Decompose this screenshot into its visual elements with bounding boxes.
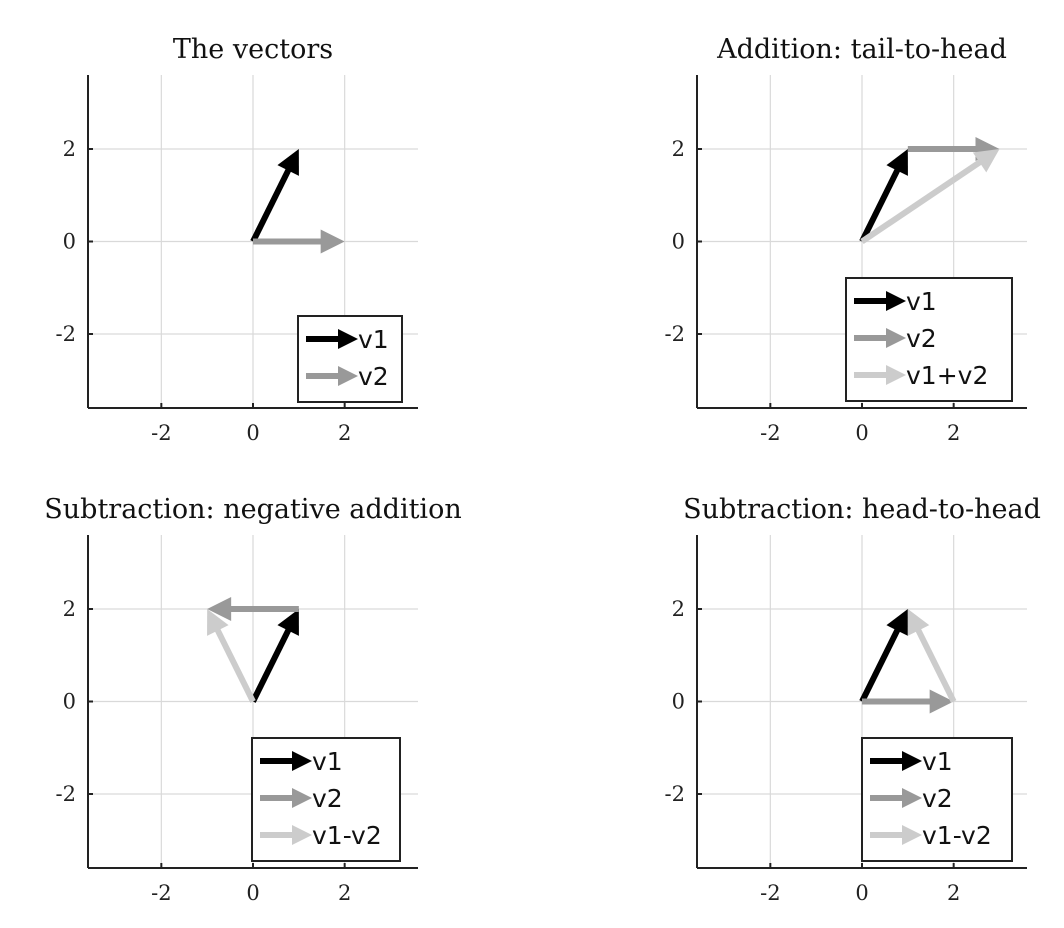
y-tick-label: 0: [63, 230, 76, 254]
arrow-head: [902, 825, 922, 845]
legend-label: v2: [312, 784, 343, 813]
x-tick-label: -2: [760, 881, 780, 905]
arrow-head: [338, 329, 358, 349]
legend-label: v1: [358, 325, 389, 354]
arrow-head: [320, 229, 345, 254]
arrow-head: [338, 366, 358, 386]
vector-v1+v2: [860, 149, 1000, 244]
chart-panel-4: Subtraction: head-to-head -2 0 2 -2 0 2 v1 v2 v1-…: [665, 494, 1041, 905]
legend-label: v1-v2: [312, 821, 382, 850]
x-tick-label: 2: [947, 421, 960, 445]
arrow-head: [886, 291, 906, 311]
arrow-head: [886, 609, 908, 636]
legend-arrow-v1-v2: [870, 825, 922, 845]
legend-arrow-v2: [306, 366, 358, 386]
chart-title: Subtraction: head-to-head: [683, 494, 1041, 525]
legend-arrow-v1: [260, 751, 312, 771]
y-tick-label: -2: [665, 322, 685, 346]
arrow-head: [292, 751, 312, 771]
legend-arrow-v1+v2: [854, 365, 906, 385]
x-tick-label: 0: [855, 421, 868, 445]
arrow-head: [207, 609, 229, 636]
chart-title: Subtraction: negative addition: [44, 494, 461, 525]
arrow-head: [886, 365, 906, 385]
legend-arrow-v2: [854, 328, 906, 348]
vector-v1: [250, 149, 299, 243]
legend-arrow-v2: [260, 788, 312, 808]
legend-label: v1: [922, 747, 953, 776]
arrow-shaft: [250, 627, 292, 703]
arrow-head: [972, 149, 1000, 173]
y-tick-label: -2: [56, 322, 76, 346]
x-tick-label: 0: [246, 421, 259, 445]
legend: v1 v2 v1-v2: [861, 737, 1013, 862]
x-tick-label: 0: [246, 881, 259, 905]
legend-label: v1+v2: [906, 361, 988, 390]
chart-title: The vectors: [173, 34, 333, 65]
y-tick-label: 0: [672, 230, 685, 254]
vector-v2: [862, 689, 954, 714]
arrow-head: [902, 751, 922, 771]
arrow-shaft: [914, 627, 957, 703]
vector-v1-v2: [207, 609, 256, 703]
chart-panel-3: Subtraction: negative addition -2 0 2 -2 0 2 v1…: [44, 494, 461, 905]
legend-arrow-v2: [870, 788, 922, 808]
vector-v1: [859, 609, 908, 703]
vector-v1: [250, 609, 299, 703]
legend: v1 v2 v1+v2: [845, 277, 1013, 402]
y-tick-label: 0: [672, 690, 685, 714]
arrow-head: [886, 328, 906, 348]
arrow-head: [277, 149, 299, 176]
x-tick-label: 2: [947, 881, 960, 905]
arrow-shaft: [859, 167, 901, 243]
y-tick-label: 2: [672, 137, 685, 161]
x-tick-label: -2: [151, 881, 171, 905]
vector-v1-v2: [907, 609, 957, 703]
arrow-head: [292, 788, 312, 808]
arrow-head: [902, 788, 922, 808]
x-tick-label: -2: [151, 421, 171, 445]
legend: v1 v2 v1-v2: [251, 737, 401, 862]
y-tick-label: 0: [63, 690, 76, 714]
vector-v2: [207, 597, 299, 621]
y-tick-label: -2: [665, 782, 685, 806]
arrow-shaft: [859, 627, 901, 703]
arrow-head: [907, 609, 930, 636]
arrow-shaft: [860, 158, 983, 244]
legend-arrow-v1: [306, 329, 358, 349]
arrow-head: [929, 689, 954, 714]
legend-label: v1: [312, 747, 343, 776]
x-tick-label: 2: [338, 881, 351, 905]
arrow-head: [886, 149, 908, 176]
arrow-head: [292, 825, 312, 845]
legend-label: v2: [922, 784, 953, 813]
y-tick-label: -2: [56, 782, 76, 806]
x-tick-label: 0: [855, 881, 868, 905]
arrow-head: [277, 609, 299, 636]
x-tick-label: 2: [338, 421, 351, 445]
legend-label: v1-v2: [922, 821, 992, 850]
legend-arrow-v1: [870, 751, 922, 771]
legend-label: v2: [358, 362, 389, 391]
y-tick-label: 2: [63, 137, 76, 161]
y-tick-label: 2: [63, 597, 76, 621]
arrow-shaft: [250, 167, 292, 243]
legend-box: [297, 315, 403, 403]
y-tick-label: 2: [672, 597, 685, 621]
arrow-shaft: [214, 627, 256, 703]
chart-panel-2: Addition: tail-to-head -2 0 2 -2 0 2 v1 v2 v1+v2: [665, 34, 1027, 445]
vector-v2: [253, 229, 345, 254]
chart-title: Addition: tail-to-head: [716, 34, 1007, 65]
legend-arrow-v1: [854, 291, 906, 311]
x-tick-label: -2: [760, 421, 780, 445]
vector-v1: [859, 149, 908, 243]
legend-label: v2: [906, 324, 937, 353]
legend-arrow-v1-v2: [260, 825, 312, 845]
arrow-head: [207, 597, 232, 621]
legend-label: v1: [906, 287, 937, 316]
